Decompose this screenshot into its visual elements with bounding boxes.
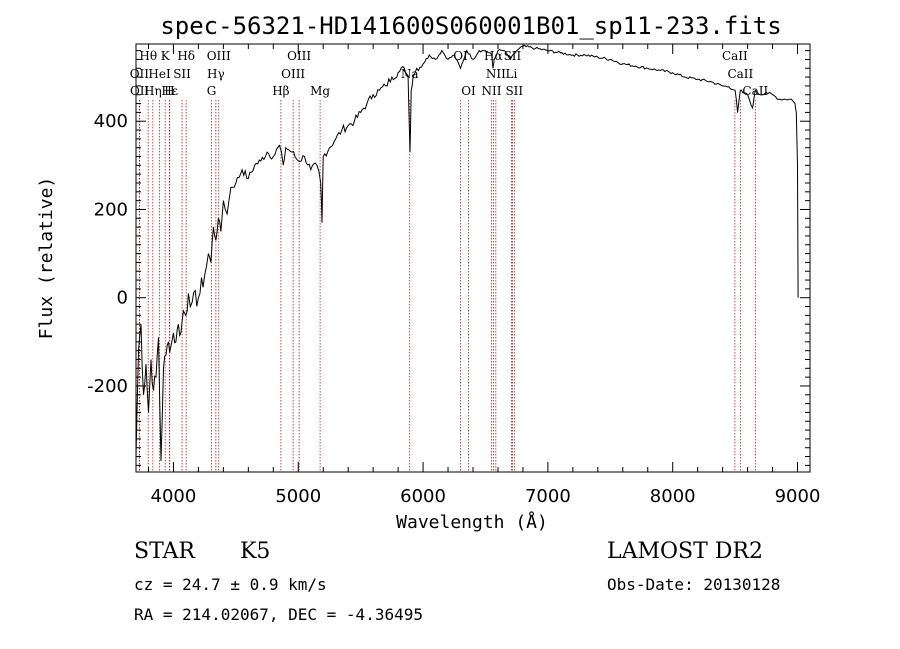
line-label: H bbox=[164, 84, 174, 98]
spectrum-line bbox=[135, 44, 799, 462]
line-label: OIII bbox=[207, 49, 231, 63]
line-label: OI bbox=[461, 84, 476, 98]
line-label: Hγ bbox=[207, 67, 225, 81]
x-axis-ticks: 4000 5000 6000 7000 8000 9000 bbox=[147, 44, 821, 507]
line-label: K bbox=[161, 49, 171, 63]
line-label: OI bbox=[453, 49, 468, 63]
line-label: Hη bbox=[144, 84, 162, 98]
y-tick-label: 0 bbox=[117, 288, 128, 309]
line-label: CaII bbox=[722, 49, 748, 63]
object-class: STAR bbox=[134, 539, 195, 564]
y-tick-label: 200 bbox=[94, 199, 128, 220]
line-label: Hβ bbox=[272, 84, 289, 98]
line-label: G bbox=[207, 84, 217, 98]
line-label: OII bbox=[130, 84, 150, 98]
observation-date: Obs-Date: 20130128 bbox=[607, 575, 781, 594]
spectrum-chart: spec-56321-HD141600S060001B01_sp11-233.f… bbox=[36, 12, 821, 533]
x-axis-label: Wavelength (Å) bbox=[396, 511, 548, 533]
line-label: OIII bbox=[281, 67, 305, 81]
x-tick-label: 5000 bbox=[275, 486, 321, 507]
line-label: OII bbox=[130, 67, 150, 81]
line-label: OIII bbox=[287, 49, 311, 63]
y-tick-label: 400 bbox=[94, 111, 128, 132]
line-label: Hθ bbox=[139, 49, 157, 63]
line-label: Mg bbox=[310, 84, 330, 98]
plot-frame bbox=[135, 43, 811, 473]
line-label: HeI bbox=[148, 67, 171, 81]
object-subclass: K5 bbox=[240, 539, 271, 564]
redshift-cz: cz = 24.7 ± 0.9 km/s bbox=[134, 575, 327, 594]
line-label: Li bbox=[506, 67, 518, 81]
line-label: Hε bbox=[161, 84, 178, 98]
x-tick-label: 7000 bbox=[525, 486, 571, 507]
chart-title: spec-56321-HD141600S060001B01_sp11-233.f… bbox=[160, 12, 781, 40]
line-label: NII bbox=[481, 84, 501, 98]
x-tick-label: 6000 bbox=[400, 486, 446, 507]
line-label: Hδ bbox=[177, 49, 195, 63]
y-tick-label: -200 bbox=[87, 376, 128, 397]
y-axis-ticks: -200 0 200 400 bbox=[87, 50, 810, 466]
x-tick-label: 8000 bbox=[650, 486, 696, 507]
x-tick-label: 9000 bbox=[775, 486, 821, 507]
line-label: Na bbox=[401, 67, 419, 81]
line-label: CaII bbox=[727, 67, 753, 81]
line-label: SII bbox=[173, 67, 191, 81]
survey-name: LAMOST DR2 bbox=[607, 539, 763, 564]
line-label: NII bbox=[486, 67, 506, 81]
x-tick-label: 4000 bbox=[151, 486, 197, 507]
ra-dec: RA = 214.02067, DEC = -4.36495 bbox=[134, 605, 423, 624]
line-label: SII bbox=[505, 84, 523, 98]
y-axis-label: Flux (relative) bbox=[36, 177, 57, 340]
line-label: Hα bbox=[484, 49, 503, 63]
